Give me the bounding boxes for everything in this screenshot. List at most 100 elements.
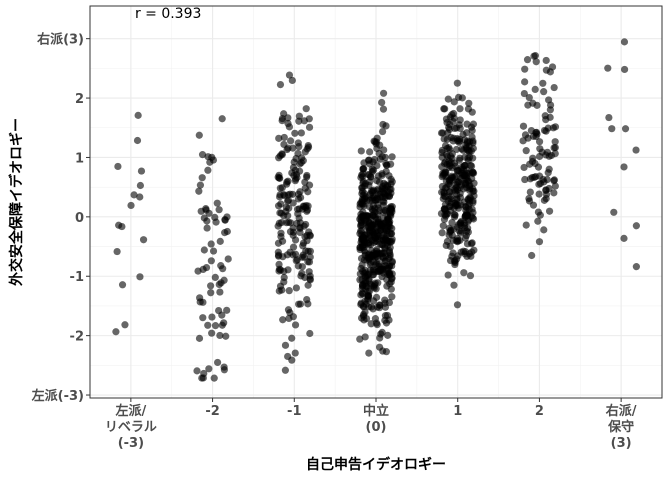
data-point (369, 251, 377, 259)
data-point (468, 108, 476, 116)
data-point (289, 251, 297, 259)
data-point (461, 234, 469, 242)
data-point (195, 187, 203, 195)
data-point (277, 229, 285, 237)
data-point (443, 183, 451, 191)
data-point (445, 157, 453, 165)
data-point (302, 105, 310, 113)
data-point (449, 249, 457, 257)
data-point (364, 294, 372, 303)
data-point (458, 227, 466, 235)
data-point (383, 161, 391, 169)
data-point (364, 156, 373, 164)
data-point (278, 151, 286, 159)
data-point (462, 203, 470, 211)
data-point (535, 152, 544, 161)
x-tick-label: 1 (453, 404, 462, 419)
data-point (620, 65, 629, 74)
data-point (443, 119, 451, 127)
data-point (438, 148, 446, 157)
data-point (525, 93, 533, 102)
data-point (528, 173, 537, 182)
data-point (200, 246, 208, 254)
data-point (208, 313, 216, 321)
data-point (365, 349, 373, 357)
data-point (222, 332, 230, 340)
data-point (539, 79, 547, 87)
data-point (292, 284, 300, 292)
data-point (447, 226, 455, 234)
data-point (215, 206, 223, 214)
data-point (280, 133, 288, 142)
data-point (284, 119, 292, 128)
data-point (438, 229, 446, 237)
data-point (550, 189, 558, 197)
data-point (386, 229, 394, 238)
x-tick-label: (0) (366, 420, 387, 435)
data-point (388, 178, 396, 186)
data-point (535, 172, 544, 180)
x-axis-title: 自己申告イデオロギー (306, 456, 446, 473)
data-point (456, 105, 464, 113)
data-point (306, 231, 314, 239)
data-point (361, 333, 369, 341)
data-point (365, 223, 373, 232)
x-tick-label: 保守 (607, 419, 634, 435)
data-point (207, 257, 215, 265)
data-point (448, 172, 456, 180)
data-point (359, 267, 367, 275)
data-point (451, 260, 459, 269)
data-point (296, 188, 304, 196)
data-point (448, 219, 456, 227)
data-point (521, 131, 530, 139)
data-point (439, 171, 447, 179)
data-point (373, 134, 381, 142)
data-point (542, 56, 550, 65)
data-point (367, 173, 375, 181)
data-point (202, 263, 211, 272)
data-point (442, 177, 450, 185)
x-tick-label: 右派/ (605, 403, 637, 419)
data-point (199, 298, 207, 306)
data-point (284, 212, 292, 220)
data-point (546, 101, 555, 109)
data-point (460, 269, 468, 277)
data-point (453, 195, 461, 203)
data-point (379, 105, 388, 113)
data-point (217, 262, 225, 270)
data-point (303, 207, 311, 215)
y-tick-label: 左派(-3) (32, 388, 84, 404)
data-point (289, 243, 298, 251)
data-point (280, 110, 288, 118)
data-point (522, 221, 530, 229)
data-points (112, 38, 640, 382)
data-point (202, 206, 210, 214)
data-point (288, 190, 297, 198)
data-point (620, 163, 628, 171)
data-point (284, 306, 293, 314)
y-tick-label: 右派(3) (36, 32, 84, 48)
data-point (195, 131, 203, 139)
data-point (297, 272, 305, 280)
data-point (543, 175, 551, 184)
data-point (604, 64, 612, 72)
y-axis-title: 外交安全保障イデオロギー (8, 118, 25, 286)
data-point (467, 123, 476, 131)
data-point (211, 322, 220, 330)
data-point (370, 297, 378, 305)
data-point (450, 213, 459, 221)
data-point (295, 117, 303, 125)
data-point (542, 186, 550, 194)
data-point (367, 320, 375, 328)
y-tick-label: -1 (70, 270, 84, 285)
data-point (464, 224, 472, 232)
data-point (274, 252, 283, 260)
data-point (286, 228, 295, 236)
data-point (276, 81, 285, 89)
data-point (360, 243, 368, 251)
data-point (362, 315, 371, 323)
data-point (287, 219, 295, 227)
data-point (533, 101, 541, 109)
data-point (217, 279, 225, 287)
data-point (378, 184, 386, 192)
